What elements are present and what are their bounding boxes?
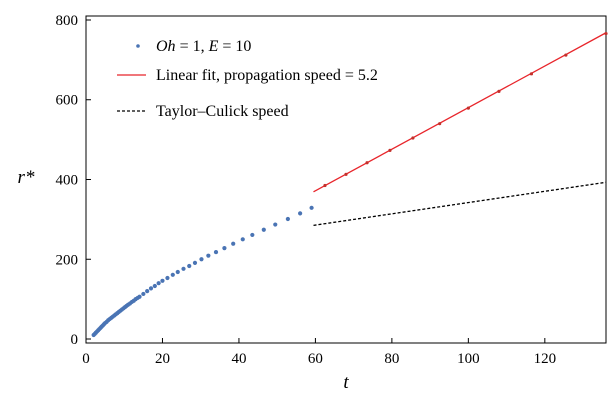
data-point — [261, 227, 266, 232]
data-point — [250, 232, 255, 238]
x-axis-label: t — [343, 372, 349, 393]
legend-label-part: Taylor–Culick speed — [156, 103, 289, 120]
data-point — [206, 253, 211, 258]
data-point — [192, 260, 198, 265]
data-point — [285, 216, 290, 222]
data-point — [231, 241, 236, 246]
data-point — [145, 289, 150, 294]
x-tick-label: 20 — [155, 351, 170, 367]
y-axis-label: r* — [18, 167, 35, 188]
legend-label: Taylor–Culick speed — [156, 103, 289, 120]
data-point — [181, 266, 186, 271]
fit-point — [438, 122, 442, 126]
data-point — [148, 286, 154, 291]
data-point — [199, 257, 204, 262]
data-point — [141, 291, 146, 297]
x-tick-label: 40 — [231, 351, 246, 367]
legend-item: Linear fit, propagation speed = 5.2 — [117, 67, 378, 84]
legend-label-part: Linear fit, propagation speed = 5.2 — [156, 67, 378, 84]
legend-item: Taylor–Culick speed — [117, 103, 289, 120]
data-point — [160, 278, 165, 283]
legend-item: Oh = 1, E = 10 — [136, 38, 251, 55]
fit-point — [411, 136, 415, 140]
x-tick-label: 100 — [457, 351, 480, 367]
legend: Oh = 1, E = 10 Linear fit, propagation sp… — [117, 38, 378, 120]
fit-point — [497, 89, 501, 93]
data-point — [170, 272, 175, 277]
fit-point — [604, 31, 608, 36]
y-tick-label: 800 — [56, 13, 79, 29]
y-tick-label: 600 — [56, 93, 79, 109]
y-tick-label: 0 — [71, 332, 79, 348]
fit-point — [344, 172, 348, 176]
data-point — [156, 281, 161, 286]
fit-point — [365, 161, 369, 165]
y-tick-label: 200 — [56, 252, 79, 268]
data-point — [187, 263, 192, 269]
x-tick-label: 60 — [308, 351, 323, 367]
axis-ticks: 0 20 40 60 80 100 120 0 200 400 600 800 — [56, 13, 557, 367]
y-tick-label: 400 — [56, 173, 79, 189]
data-point — [309, 205, 314, 210]
legend-label: Oh = 1, E = 10 — [156, 38, 251, 55]
fit-point — [564, 53, 568, 57]
taylor-culick-line — [313, 181, 607, 227]
fit-point — [466, 106, 470, 110]
legend-marker-dot — [136, 44, 140, 48]
fit-point — [323, 183, 327, 188]
legend-label-part: = 1, — [176, 38, 209, 55]
plot-frame — [85, 15, 607, 344]
data-point — [137, 294, 142, 299]
legend-label-part: = 10 — [218, 38, 251, 55]
x-tick-label: 80 — [384, 351, 399, 367]
x-tick-label: 120 — [534, 351, 557, 367]
legend-label-part: E — [208, 38, 219, 55]
series-layer — [91, 31, 608, 338]
data-point — [298, 211, 303, 216]
legend-label-part: Oh — [156, 38, 176, 55]
data-point — [165, 275, 170, 281]
data-point — [222, 245, 227, 251]
data-point — [213, 249, 219, 255]
data-point — [240, 237, 245, 242]
x-tick-label: 0 — [82, 351, 90, 367]
data-point — [175, 269, 180, 275]
data-point — [273, 222, 278, 227]
data-point — [152, 283, 157, 289]
legend-label: Linear fit, propagation speed = 5.2 — [156, 67, 378, 84]
fit-point — [388, 148, 392, 152]
linear-fit-line — [313, 32, 607, 193]
fit-point — [529, 72, 534, 76]
